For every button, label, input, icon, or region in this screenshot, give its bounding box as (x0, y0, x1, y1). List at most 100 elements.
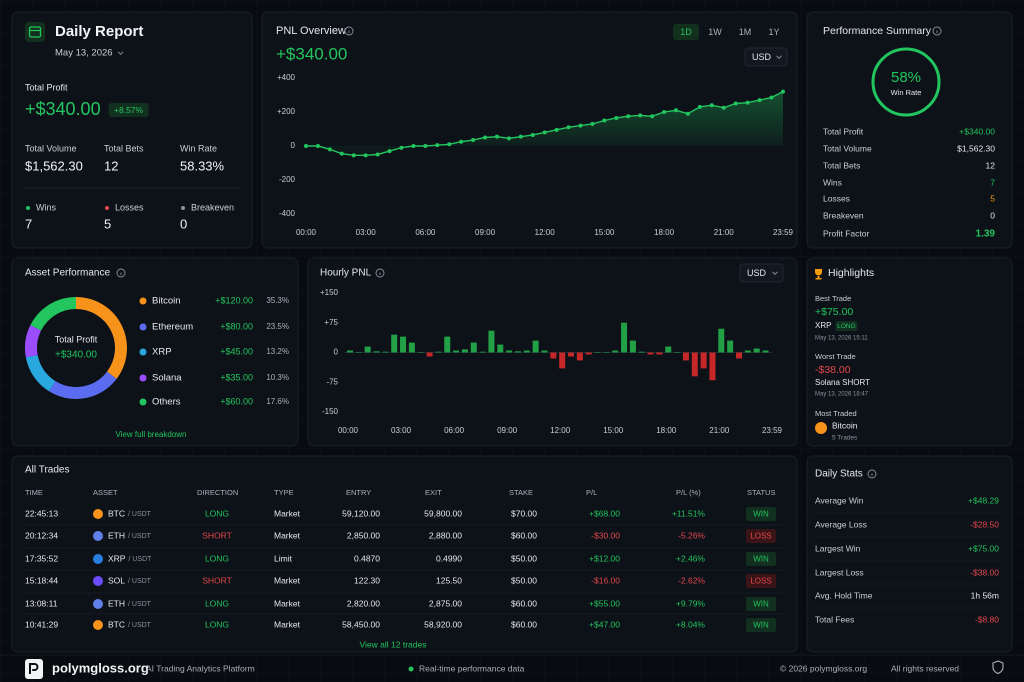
label: Total Volume (25, 143, 77, 153)
currency-select[interactable] (744, 47, 788, 67)
currency-select[interactable]: USD (752, 52, 772, 62)
label: 7 (25, 216, 32, 231)
legend-dot (105, 206, 109, 210)
x-tick-label: 09:00 (475, 228, 496, 237)
label: 17:35:52 (25, 553, 58, 563)
bar (550, 352, 557, 359)
point (709, 103, 714, 108)
title: Daily Report (55, 23, 143, 40)
range-button[interactable]: 1M (739, 27, 752, 37)
donut-segment (49, 371, 117, 399)
y-tick-label: +400 (277, 73, 296, 82)
label: 20:12:34 (25, 530, 58, 540)
label: -2.62% (678, 575, 705, 585)
panel (806, 257, 1013, 447)
label: LONG (205, 619, 229, 629)
panel-title: Hourly PNL (320, 268, 372, 279)
column-header: P/L (%) (676, 488, 701, 497)
label: +$75.00 (815, 306, 853, 318)
label: 1h 56m (971, 590, 999, 600)
column-header: TYPE (274, 488, 294, 497)
donut-segment (25, 325, 42, 358)
label: +$340.00 (959, 126, 995, 136)
panel-title: Performance Summary (823, 25, 932, 37)
point (471, 138, 476, 143)
chevron (117, 51, 124, 56)
panel (806, 455, 1013, 653)
range-button[interactable]: 1D (680, 27, 692, 37)
status-dot (408, 666, 414, 672)
y-tick-label: -75 (326, 377, 338, 386)
y-tick-label: +200 (277, 107, 296, 116)
info-icon (116, 268, 126, 278)
bar (559, 352, 566, 369)
point (483, 135, 488, 140)
point (554, 127, 559, 132)
label: 0.4870 (354, 553, 380, 563)
label: Best Trade (815, 294, 851, 303)
label: Average Win (815, 495, 864, 505)
trades-link[interactable]: View all 12 trades (360, 639, 427, 649)
point (745, 100, 750, 105)
point (566, 125, 571, 130)
label: Wins (823, 177, 842, 187)
label: May 13, 2026 15:11 (815, 336, 868, 342)
bar (497, 344, 504, 353)
legend-label: Others (152, 397, 181, 408)
win-rate-ring (871, 47, 941, 117)
label: 13:08:11 (25, 598, 58, 608)
win-rate: 58% (891, 69, 921, 86)
point (602, 118, 607, 123)
column-header: TIME (25, 488, 43, 497)
label: SHORT (202, 530, 232, 540)
bar (753, 348, 760, 353)
status: WIN (753, 555, 769, 564)
label: 2,850.00 (347, 530, 380, 540)
currency-select[interactable]: USD (747, 268, 767, 278)
point (733, 101, 738, 106)
range-button[interactable]: 1W (708, 27, 722, 37)
bar (585, 352, 592, 355)
currency-select[interactable] (739, 263, 784, 283)
status: WIN (753, 621, 769, 630)
label: 59,120.00 (342, 508, 380, 518)
bar (700, 352, 707, 369)
label: Losses (823, 193, 850, 203)
label: 22:45:13 (25, 508, 58, 518)
label: 2,880.00 (429, 530, 462, 540)
label: Total Volume (823, 143, 872, 153)
bar (470, 342, 477, 353)
point (578, 123, 583, 128)
label: Worst Trade (815, 352, 856, 361)
bar (727, 340, 734, 353)
bar (682, 352, 689, 361)
label: LONG (837, 323, 855, 330)
amount: +$80.00 (220, 321, 253, 331)
legend-label: Solana (152, 373, 182, 384)
label: +2.46% (676, 553, 706, 563)
date-picker[interactable]: May 13, 2026 (55, 48, 113, 59)
x-tick-label: 03:00 (356, 228, 377, 237)
label: 125.50 (436, 575, 462, 585)
bar (762, 350, 769, 353)
point (399, 145, 404, 150)
legend-dot (139, 374, 147, 382)
label: Wins (36, 202, 56, 212)
label: LONG (205, 553, 229, 563)
range-button[interactable]: 1Y (768, 27, 779, 37)
column-header: ASSET (93, 488, 118, 497)
status: LOSS (750, 532, 771, 541)
point (638, 113, 643, 118)
point (447, 142, 452, 147)
x-tick-label: 06:00 (415, 228, 436, 237)
brand: polymgloss.org (52, 660, 149, 675)
panel (261, 11, 798, 249)
calendar-icon (25, 22, 45, 42)
label: +$68.00 (589, 508, 620, 518)
label: 2,875.00 (429, 598, 462, 608)
bar (523, 350, 530, 353)
breakdown-link[interactable]: View full breakdown (115, 430, 186, 439)
coin-icon (93, 554, 103, 564)
panel (806, 11, 1013, 249)
status-badge (746, 529, 776, 543)
